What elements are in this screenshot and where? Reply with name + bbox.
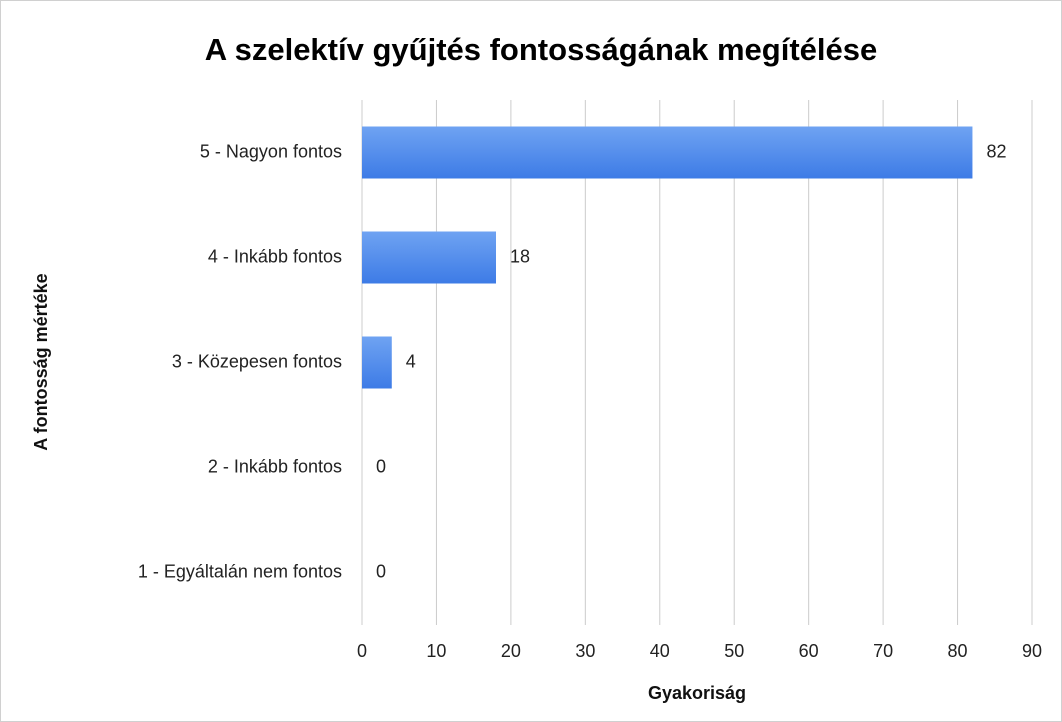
x-tick-label: 40 (650, 641, 670, 661)
x-tick-label: 50 (724, 641, 744, 661)
y-tick-label: 3 - Közepesen fontos (172, 351, 342, 371)
y-axis-title: A fontosság mértéke (31, 273, 51, 450)
x-tick-label: 90 (1022, 641, 1042, 661)
y-tick-label: 5 - Nagyon fontos (200, 141, 342, 161)
x-tick-label: 60 (799, 641, 819, 661)
y-tick-label: 2 - Inkább fontos (208, 456, 342, 476)
x-tick-label: 80 (948, 641, 968, 661)
chart-title: A szelektív gyűjtés fontosságának megíté… (205, 32, 878, 67)
x-tick-label: 10 (426, 641, 446, 661)
y-tick-label: 1 - Egyáltalán nem fontos (138, 561, 342, 581)
data-label: 0 (376, 561, 386, 581)
data-label: 0 (376, 456, 386, 476)
x-axis-title: Gyakoriság (648, 683, 746, 703)
bar (362, 336, 392, 389)
bar (362, 126, 973, 179)
data-label: 4 (406, 351, 416, 371)
y-tick-label: 4 - Inkább fontos (208, 246, 342, 266)
x-tick-label: 30 (575, 641, 595, 661)
x-tick-label: 20 (501, 641, 521, 661)
data-label: 18 (510, 246, 530, 266)
x-tick-label: 70 (873, 641, 893, 661)
data-label: 82 (986, 141, 1006, 161)
bar (362, 231, 496, 284)
x-tick-label: 0 (357, 641, 367, 661)
